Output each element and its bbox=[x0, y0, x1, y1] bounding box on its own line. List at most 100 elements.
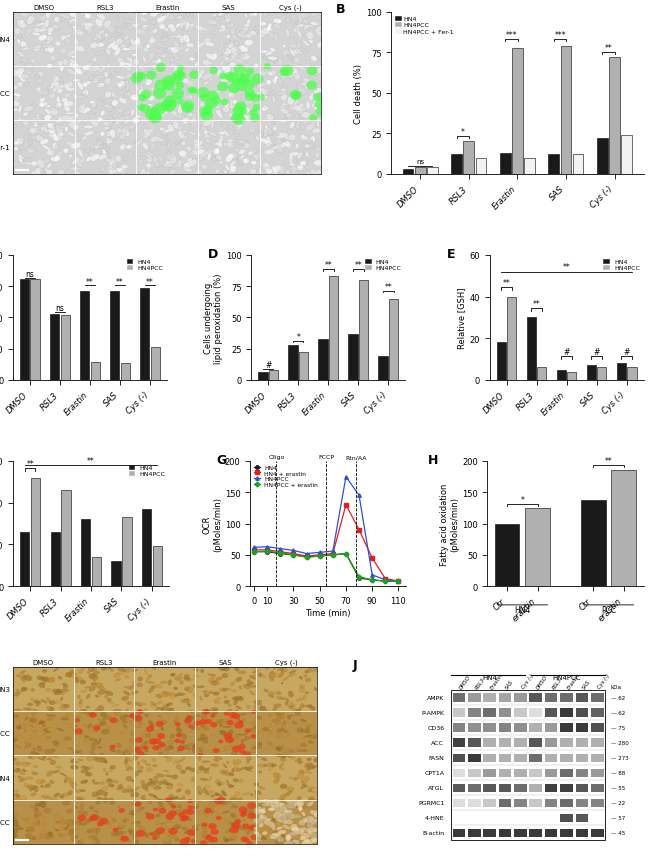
Ellipse shape bbox=[112, 705, 119, 707]
Ellipse shape bbox=[205, 791, 209, 796]
Ellipse shape bbox=[20, 779, 23, 783]
Ellipse shape bbox=[109, 825, 111, 827]
Circle shape bbox=[237, 76, 248, 85]
Ellipse shape bbox=[74, 96, 78, 101]
Ellipse shape bbox=[14, 147, 18, 152]
Ellipse shape bbox=[276, 827, 283, 830]
Ellipse shape bbox=[210, 734, 213, 737]
Ellipse shape bbox=[181, 142, 186, 146]
Ellipse shape bbox=[122, 831, 125, 833]
Ellipse shape bbox=[265, 66, 270, 72]
Circle shape bbox=[155, 64, 166, 73]
Ellipse shape bbox=[109, 170, 114, 175]
Ellipse shape bbox=[268, 730, 270, 733]
Ellipse shape bbox=[202, 728, 205, 731]
Ellipse shape bbox=[81, 734, 86, 735]
Ellipse shape bbox=[107, 43, 116, 50]
Ellipse shape bbox=[181, 25, 186, 32]
Ellipse shape bbox=[177, 160, 181, 169]
Ellipse shape bbox=[73, 821, 78, 824]
Ellipse shape bbox=[40, 682, 46, 685]
Ellipse shape bbox=[300, 703, 304, 709]
Ellipse shape bbox=[148, 833, 151, 836]
Bar bbox=[514, 799, 526, 807]
Ellipse shape bbox=[87, 821, 91, 823]
Ellipse shape bbox=[12, 66, 18, 72]
Bar bbox=[289, 345, 298, 381]
Ellipse shape bbox=[59, 819, 64, 823]
Ellipse shape bbox=[133, 40, 140, 46]
Ellipse shape bbox=[45, 36, 52, 42]
Ellipse shape bbox=[46, 784, 50, 788]
Ellipse shape bbox=[121, 752, 124, 757]
Ellipse shape bbox=[230, 47, 237, 54]
Ellipse shape bbox=[272, 71, 276, 77]
HN4PCC bbox=[250, 542, 258, 553]
Ellipse shape bbox=[202, 165, 207, 170]
Circle shape bbox=[242, 823, 250, 828]
Circle shape bbox=[131, 74, 143, 84]
Ellipse shape bbox=[270, 711, 277, 715]
Ellipse shape bbox=[65, 108, 72, 115]
Ellipse shape bbox=[115, 40, 123, 46]
Ellipse shape bbox=[123, 111, 131, 116]
Ellipse shape bbox=[128, 75, 135, 77]
Ellipse shape bbox=[84, 12, 89, 15]
HN4PCC + erastin bbox=[250, 547, 258, 557]
Ellipse shape bbox=[116, 28, 121, 36]
Circle shape bbox=[150, 833, 155, 836]
Line: HN4PCC: HN4PCC bbox=[252, 475, 400, 583]
Ellipse shape bbox=[309, 838, 317, 843]
Ellipse shape bbox=[304, 765, 307, 768]
Ellipse shape bbox=[249, 691, 255, 696]
Ellipse shape bbox=[182, 118, 190, 125]
Ellipse shape bbox=[235, 734, 240, 739]
Ellipse shape bbox=[202, 95, 212, 100]
Ellipse shape bbox=[309, 40, 313, 44]
Ellipse shape bbox=[62, 60, 68, 66]
Ellipse shape bbox=[303, 50, 308, 54]
Ellipse shape bbox=[150, 704, 156, 707]
Bar bbox=[545, 739, 558, 746]
Ellipse shape bbox=[310, 22, 318, 26]
Ellipse shape bbox=[126, 93, 130, 96]
Bar bbox=[378, 356, 387, 381]
Ellipse shape bbox=[17, 52, 25, 58]
Ellipse shape bbox=[162, 88, 168, 93]
Ellipse shape bbox=[270, 48, 275, 53]
Ellipse shape bbox=[124, 91, 127, 100]
Bar bbox=[142, 510, 151, 586]
Circle shape bbox=[231, 822, 240, 828]
Ellipse shape bbox=[261, 30, 267, 36]
Bar bbox=[612, 471, 636, 586]
Ellipse shape bbox=[184, 96, 192, 100]
Ellipse shape bbox=[302, 22, 306, 25]
Ellipse shape bbox=[254, 731, 259, 735]
Ellipse shape bbox=[287, 803, 294, 809]
Ellipse shape bbox=[137, 104, 142, 109]
Ellipse shape bbox=[109, 130, 116, 139]
Ellipse shape bbox=[282, 807, 291, 815]
Ellipse shape bbox=[148, 53, 155, 59]
Ellipse shape bbox=[314, 799, 317, 803]
Ellipse shape bbox=[219, 133, 225, 136]
Ellipse shape bbox=[170, 64, 176, 70]
Ellipse shape bbox=[231, 751, 237, 756]
Ellipse shape bbox=[137, 821, 141, 824]
Circle shape bbox=[316, 108, 325, 116]
Circle shape bbox=[251, 710, 257, 714]
Ellipse shape bbox=[55, 29, 59, 33]
Ellipse shape bbox=[237, 826, 244, 830]
Ellipse shape bbox=[94, 839, 100, 845]
Ellipse shape bbox=[75, 725, 78, 727]
Ellipse shape bbox=[208, 132, 216, 137]
HN4 + erastin bbox=[276, 547, 284, 557]
Ellipse shape bbox=[317, 109, 322, 118]
Ellipse shape bbox=[47, 150, 52, 157]
Circle shape bbox=[201, 111, 213, 121]
Ellipse shape bbox=[11, 101, 20, 108]
Ellipse shape bbox=[279, 713, 283, 715]
Ellipse shape bbox=[213, 682, 220, 685]
Ellipse shape bbox=[51, 127, 55, 132]
Ellipse shape bbox=[47, 728, 55, 732]
